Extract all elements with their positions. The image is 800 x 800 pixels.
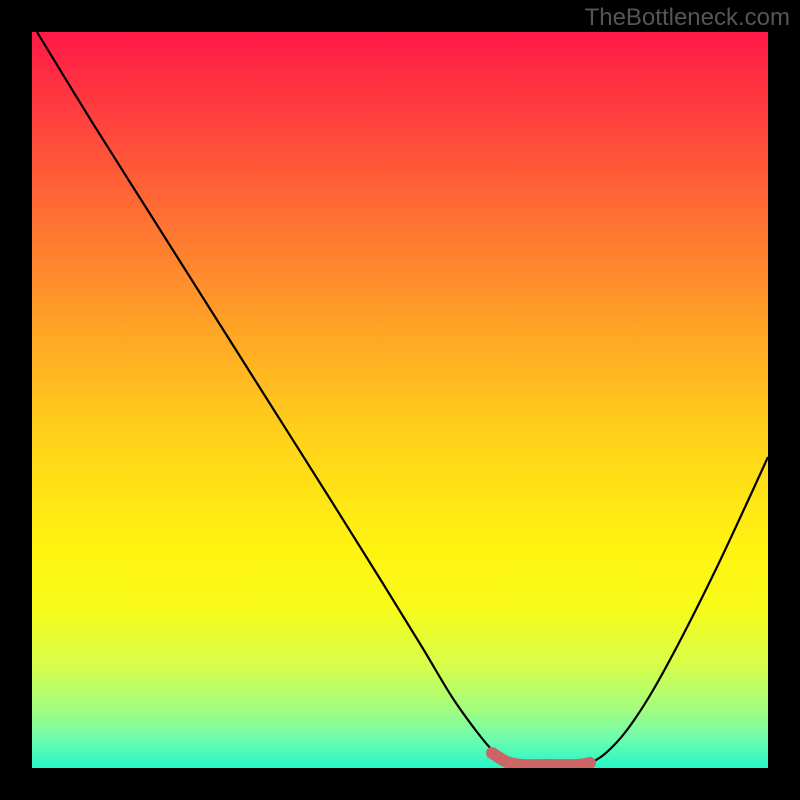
chart-svg — [32, 32, 768, 768]
chart-plot-area — [32, 32, 768, 768]
attribution-label: TheBottleneck.com — [585, 4, 790, 32]
chart-background — [32, 32, 768, 768]
